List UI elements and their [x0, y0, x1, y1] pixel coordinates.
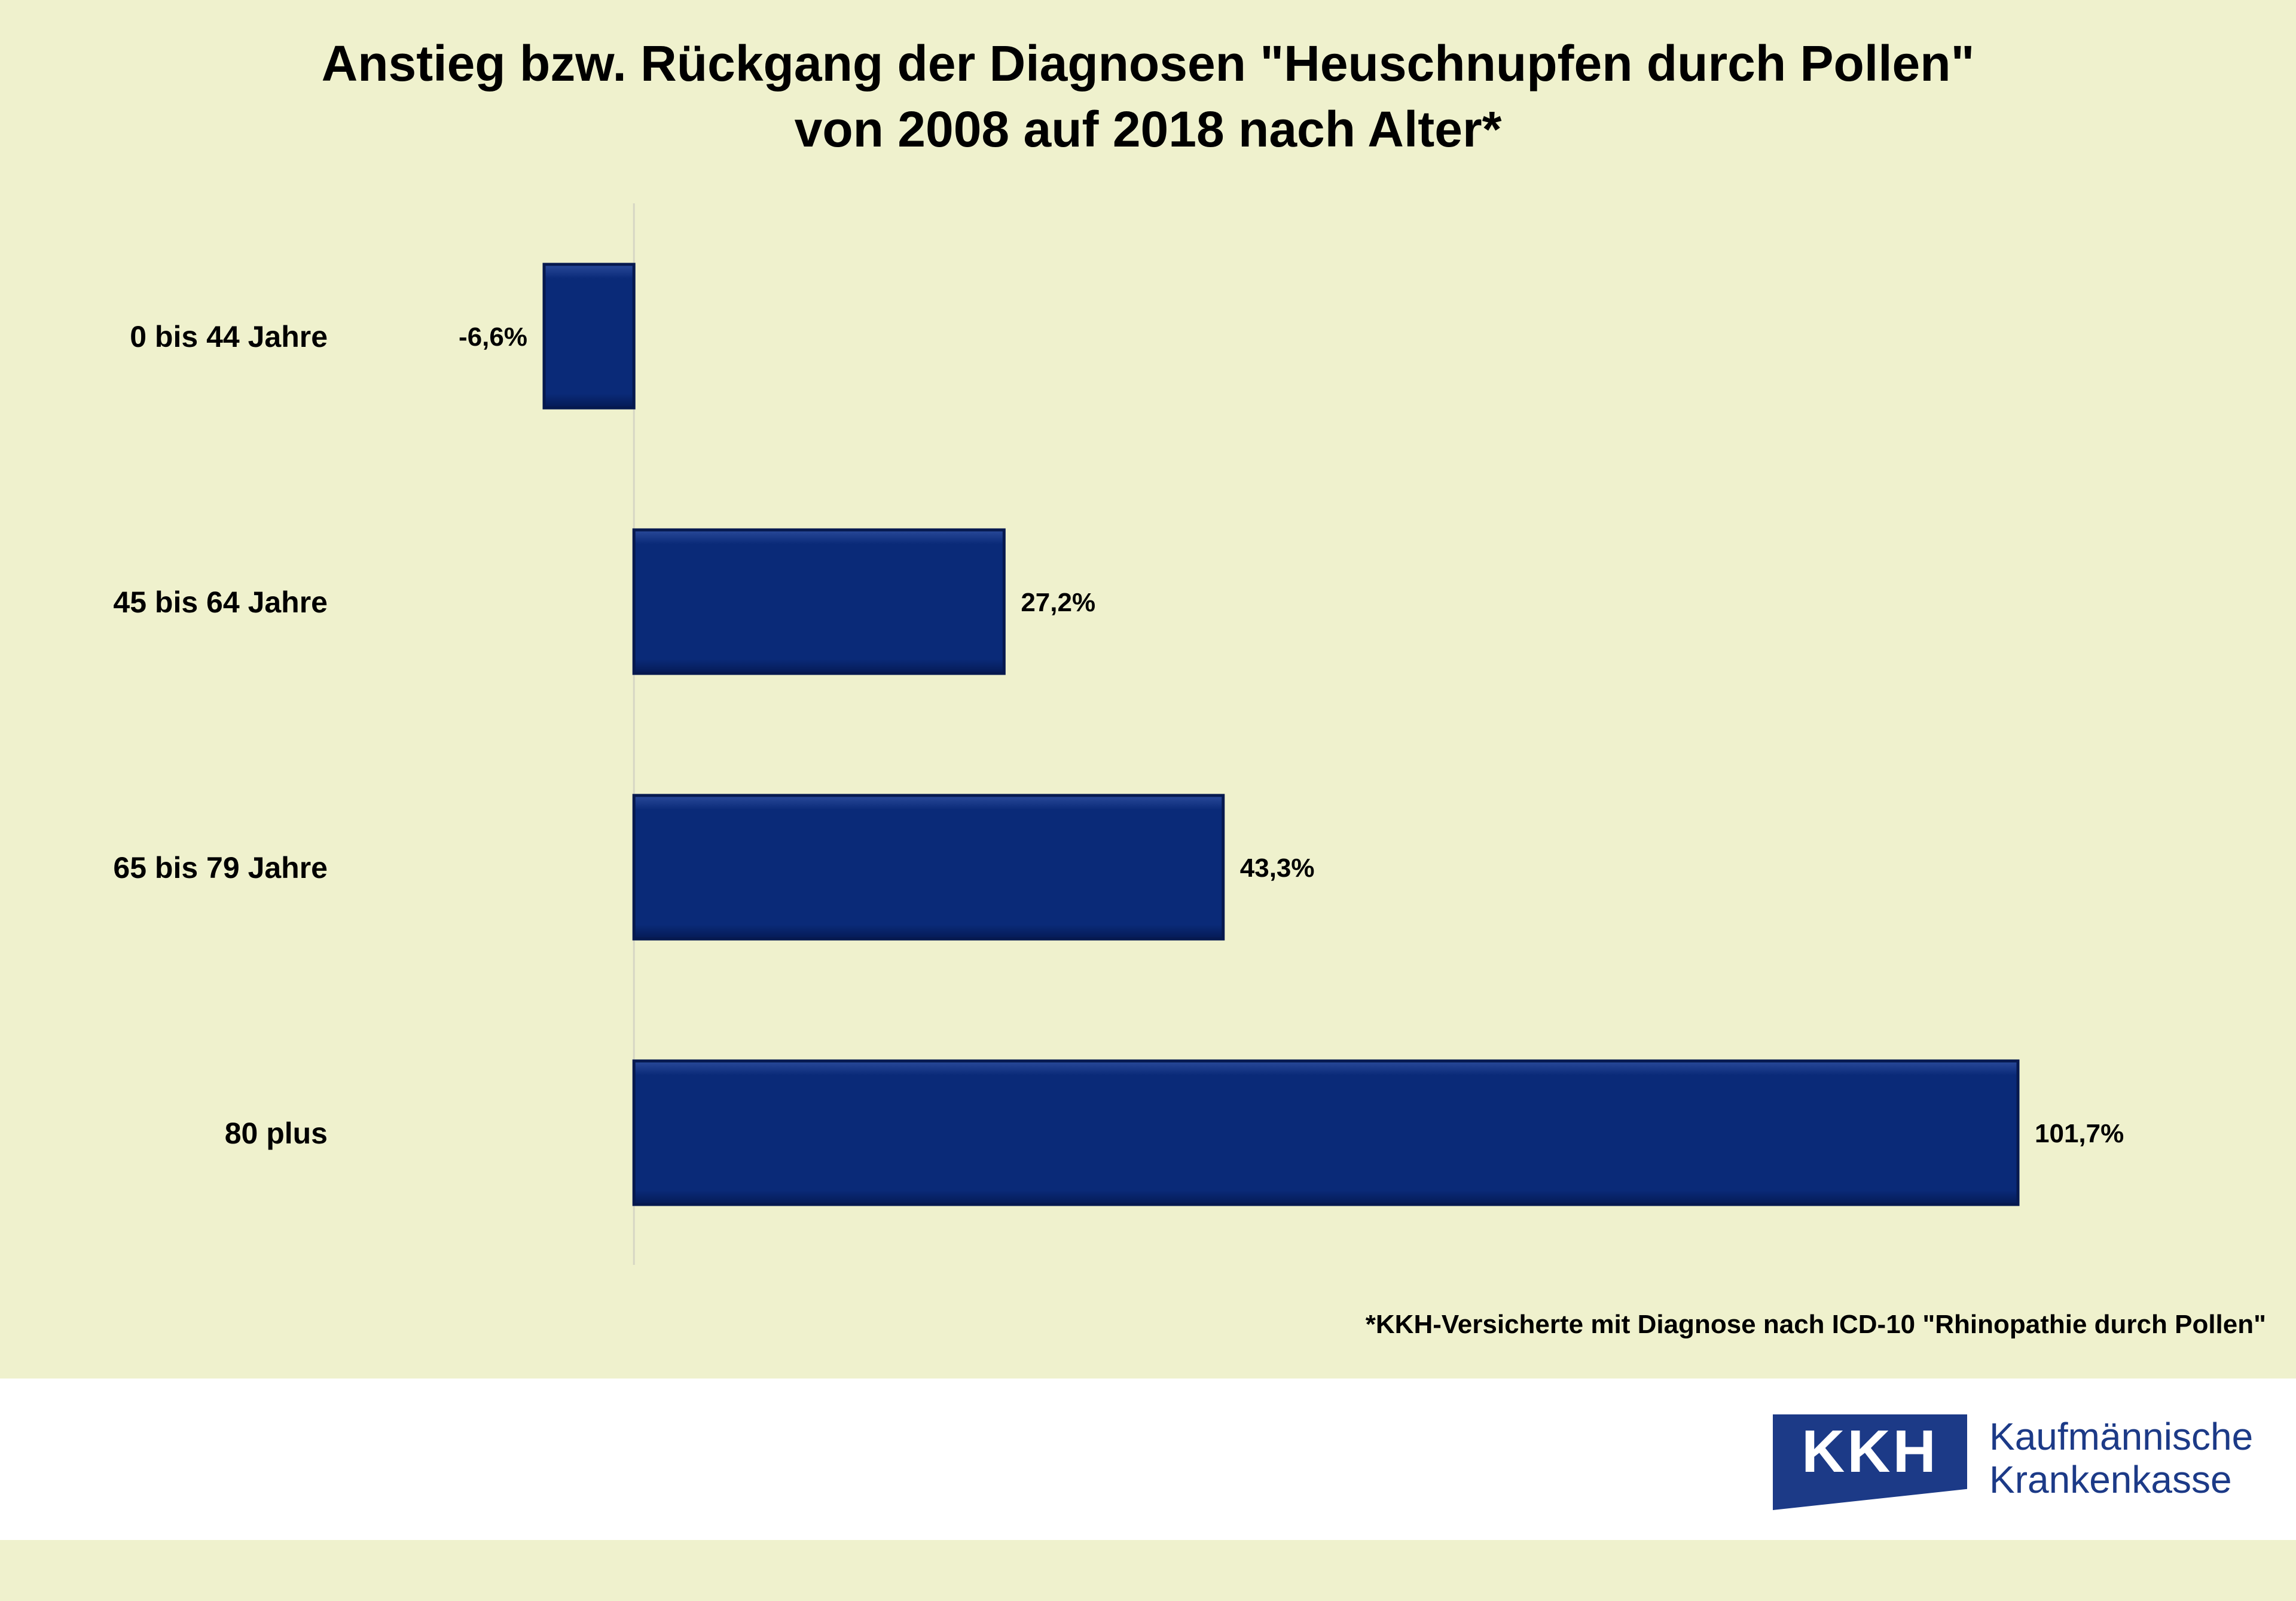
kkh-logo: KKH Kaufmännische Krankenkasse [1773, 1414, 2269, 1513]
logo-mark: KKH [1802, 1418, 1938, 1485]
category-label: 0 bis 44 Jahre [130, 320, 328, 353]
category-label: 80 plus [225, 1117, 328, 1150]
chart-title-line-2: von 2008 auf 2018 nach Alter* [794, 101, 1502, 157]
chart-title-line-1: Anstieg bzw. Rückgang der Diagnosen "Heu… [321, 35, 1975, 92]
data-label: 27,2% [1021, 588, 1095, 617]
data-label: 101,7% [2035, 1119, 2124, 1148]
bar [542, 263, 636, 410]
footnote: *KKH-Versicherte mit Diagnose nach ICD-1… [1365, 1310, 2266, 1339]
bar-chart: 0 bis 44 Jahre -6,6% 45 bis 64 Jahre 27,2% 6… [113, 203, 2124, 1265]
category-label: 65 bis 79 Jahre [113, 851, 328, 885]
bottom-strip [0, 1540, 2296, 1601]
bar [632, 528, 1006, 675]
logo-name-line-1: Kaufmännische [1989, 1415, 2254, 1458]
logo-name-line-2: Krankenkasse [1989, 1458, 2232, 1501]
category-label: 45 bis 64 Jahre [113, 585, 328, 619]
bar [632, 1059, 2020, 1206]
data-label: -6,6% [459, 322, 527, 352]
data-label: 43,3% [1240, 853, 1315, 883]
bar [632, 794, 1225, 941]
